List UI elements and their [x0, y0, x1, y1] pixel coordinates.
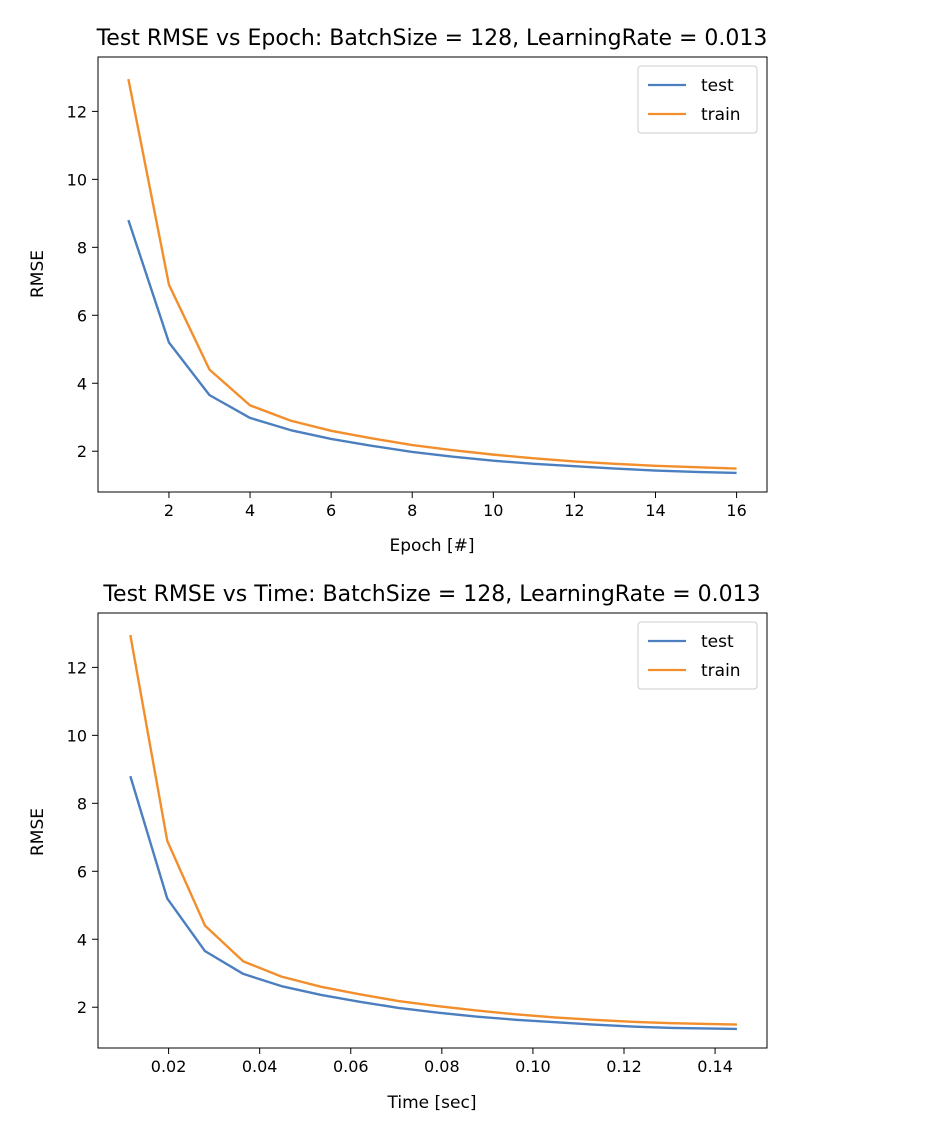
- legend-label-train: train: [701, 105, 741, 125]
- x-tick-label: 14: [645, 501, 665, 520]
- x-tick-label: 0.14: [697, 1057, 733, 1076]
- legend: test train: [637, 65, 758, 134]
- y-tick-label: 6: [77, 306, 87, 325]
- y-axis-ticks: 2 4 6 8 10 12: [67, 658, 98, 1017]
- y-tick-label: 12: [67, 102, 87, 121]
- x-tick-label: 10: [483, 501, 503, 520]
- y-tick-label: 6: [77, 862, 87, 881]
- series-lines: [129, 634, 737, 1031]
- y-tick-label: 8: [77, 238, 87, 257]
- plot-area-frame: [97, 612, 768, 1049]
- legend-box: [637, 621, 758, 690]
- legend-label-test: test: [701, 76, 734, 96]
- y-tick-label: 10: [67, 170, 87, 189]
- legend: test train: [637, 621, 758, 690]
- x-axis-ticks: 2 4 6 8 10 12 14 16: [164, 492, 747, 520]
- x-axis-label: Epoch [#]: [390, 536, 475, 556]
- legend-label-test: test: [701, 632, 734, 652]
- y-tick-label: 2: [77, 998, 87, 1017]
- x-axis-label: Time [sec]: [387, 1093, 477, 1113]
- x-tick-label: 8: [407, 501, 417, 520]
- chart-title: Test RMSE vs Time: BatchSize = 128, Lear…: [102, 582, 760, 607]
- y-tick-label: 4: [77, 930, 87, 949]
- x-tick-label: 0.10: [515, 1057, 551, 1076]
- x-axis-ticks: 0.02 0.04 0.06 0.08 0.10 0.12 0.14: [151, 1048, 733, 1076]
- x-tick-label: 2: [164, 501, 174, 520]
- legend-box: [637, 65, 758, 134]
- x-tick-label: 0.08: [424, 1057, 460, 1076]
- x-tick-label: 0.12: [606, 1057, 642, 1076]
- x-tick-label: 12: [564, 501, 584, 520]
- y-tick-label: 4: [77, 374, 87, 393]
- epoch-chart: Test RMSE vs Epoch: BatchSize = 128, Lea…: [28, 26, 768, 556]
- x-tick-label: 0.04: [242, 1057, 278, 1076]
- legend-label-train: train: [701, 661, 741, 681]
- y-tick-label: 12: [67, 658, 87, 677]
- series-lines: [127, 78, 737, 475]
- y-tick-label: 2: [77, 442, 87, 461]
- x-tick-label: 4: [245, 501, 255, 520]
- chart-title: Test RMSE vs Epoch: BatchSize = 128, Lea…: [96, 26, 768, 51]
- plot-area-frame: [97, 56, 768, 493]
- y-tick-label: 10: [67, 726, 87, 745]
- time-chart: Test RMSE vs Time: BatchSize = 128, Lear…: [28, 582, 768, 1113]
- x-tick-label: 16: [726, 501, 746, 520]
- y-axis-label: RMSE: [28, 808, 48, 856]
- x-tick-label: 0.06: [333, 1057, 369, 1076]
- x-tick-label: 6: [326, 501, 336, 520]
- series-line-train: [129, 634, 737, 1026]
- y-axis-ticks: 2 4 6 8 10 12: [67, 102, 98, 461]
- series-line-train: [127, 78, 737, 470]
- series-line-test: [127, 219, 737, 475]
- series-line-test: [129, 775, 737, 1031]
- x-tick-label: 0.02: [151, 1057, 187, 1076]
- y-tick-label: 8: [77, 794, 87, 813]
- y-axis-label: RMSE: [28, 250, 48, 298]
